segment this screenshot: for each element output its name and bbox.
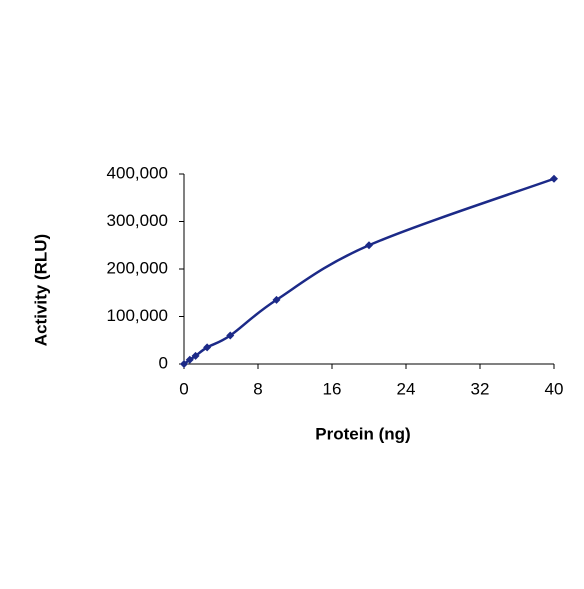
x-tick-label: 24	[397, 379, 416, 398]
data-point	[272, 295, 281, 304]
data-point	[365, 241, 373, 250]
x-tick-label: 0	[179, 379, 188, 398]
y-tick-label: 400,000	[107, 163, 168, 182]
data-point	[203, 343, 212, 352]
data-point	[180, 360, 188, 368]
data-point	[191, 351, 200, 360]
data-line	[183, 177, 555, 366]
y-tick-label: 200,000	[107, 258, 168, 277]
x-tick-label: 40	[545, 379, 564, 398]
x-tick-label: 8	[253, 379, 262, 398]
data-point	[226, 331, 235, 340]
x-axis-title: Protein (ng)	[315, 424, 410, 443]
data-point	[185, 355, 194, 364]
y-axis-title: Activity (RLU)	[31, 234, 50, 346]
y-tick-label: 100,000	[107, 306, 168, 325]
x-tick-label: 32	[471, 379, 490, 398]
x-tick-label: 16	[323, 379, 342, 398]
data-point	[550, 174, 558, 183]
y-tick-label: 0	[159, 353, 168, 372]
y-tick-label: 300,000	[107, 211, 168, 230]
